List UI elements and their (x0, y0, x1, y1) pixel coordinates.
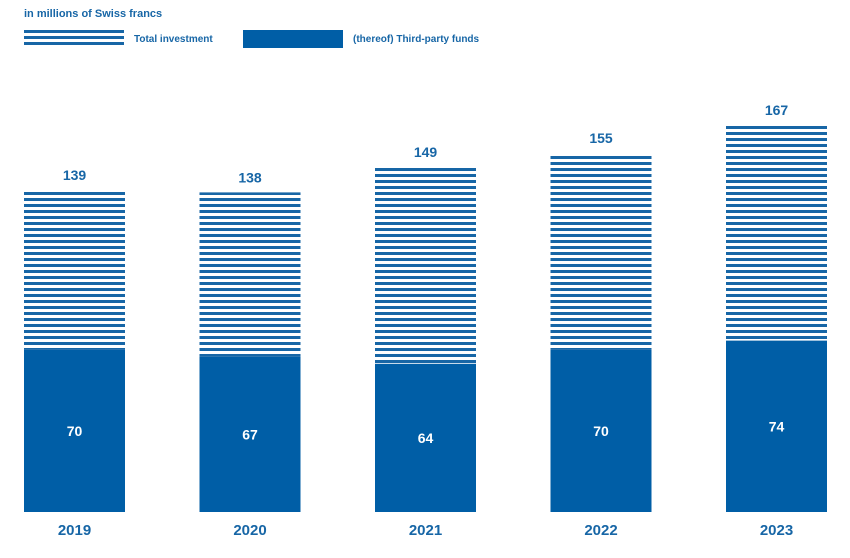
data-label-total-2019: 139 (63, 167, 87, 183)
bar-total-investment-2021 (375, 166, 476, 364)
legend-total-investment: Total investment (24, 30, 213, 48)
bar-total-investment-2020 (199, 192, 301, 357)
data-label-third-party-2019: 70 (67, 423, 83, 439)
bar-third-party-funds-2022 (550, 349, 652, 512)
legend-label-third-party-funds: (thereof) Third-party funds (353, 33, 480, 45)
x-tick-label-2021: 2021 (409, 522, 442, 539)
x-tick-label-2023: 2023 (760, 522, 793, 539)
bar-third-party-funds-2020 (199, 356, 301, 512)
bar-third-party-funds-2019 (24, 349, 125, 512)
data-label-total-2020: 138 (238, 169, 262, 185)
data-label-third-party-2023: 74 (769, 418, 785, 434)
x-tick-label-2020: 2020 (233, 522, 266, 539)
data-label-third-party-2020: 67 (242, 426, 258, 442)
data-label-third-party-2021: 64 (418, 430, 434, 446)
bar-third-party-funds-2023 (726, 340, 827, 512)
legend-label-total-investment: Total investment (134, 33, 213, 45)
data-label-total-2021: 149 (414, 144, 438, 160)
bar-third-party-funds-2021 (375, 363, 476, 512)
x-tick-label-2022: 2022 (584, 522, 617, 539)
bar-total-investment-2019 (24, 190, 125, 350)
x-tick-label-2019: 2019 (58, 522, 91, 539)
data-label-total-2023: 167 (765, 102, 789, 118)
legend-swatch-solid (243, 30, 343, 48)
bar-total-investment-2022 (550, 153, 652, 350)
legend-third-party-funds: (thereof) Third-party funds (243, 30, 479, 48)
data-label-total-2022: 155 (589, 130, 613, 146)
chart-subtitle: in millions of Swiss francs (24, 8, 163, 20)
bar-total-investment-2023 (726, 125, 827, 341)
data-label-third-party-2022: 70 (593, 423, 609, 439)
legend-swatch-striped (24, 30, 124, 48)
